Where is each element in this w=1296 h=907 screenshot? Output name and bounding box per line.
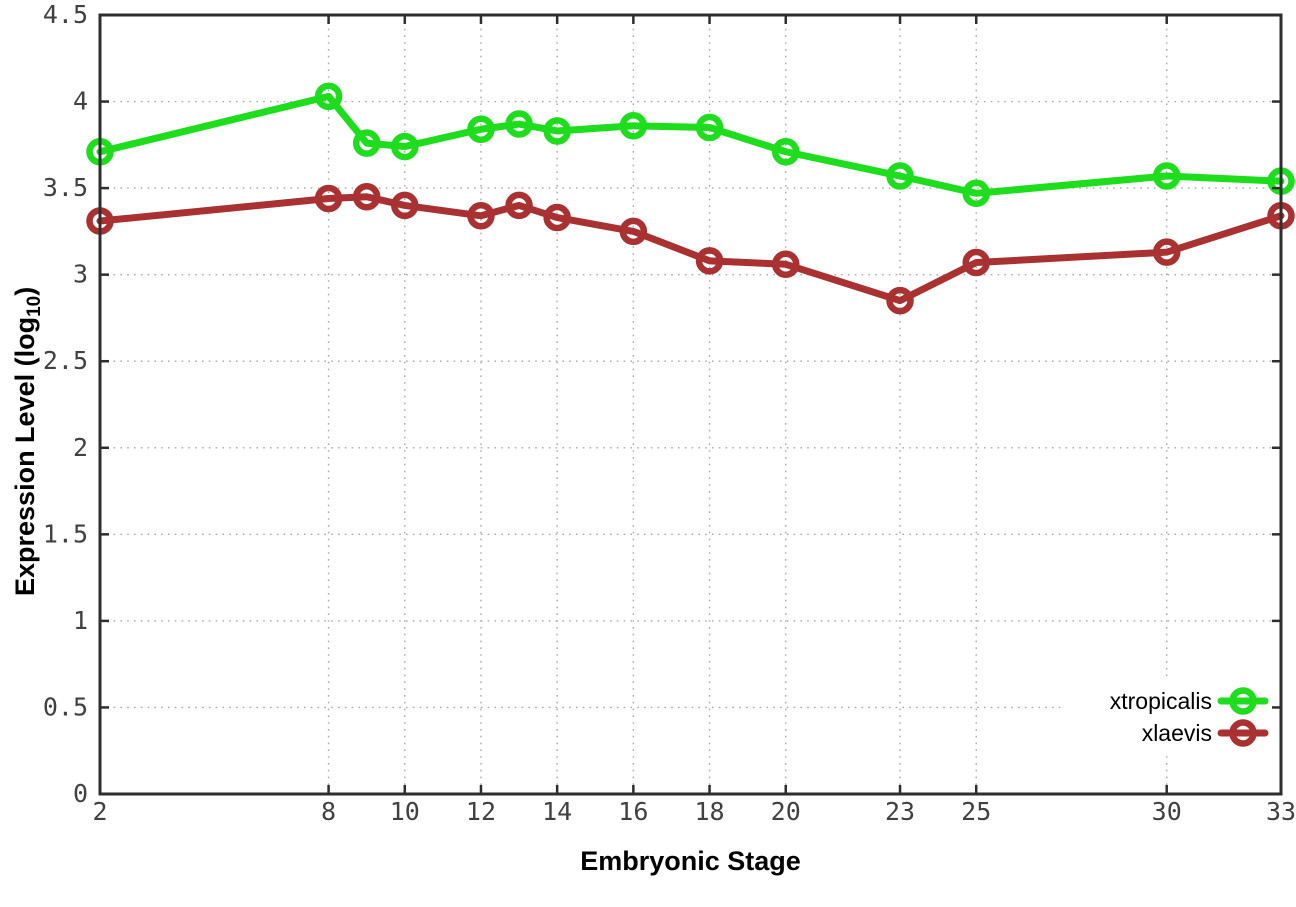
data-point-xtropicalis: [886, 162, 914, 190]
plot-border: [98, 13, 1283, 796]
x-tick-label: 14: [542, 797, 572, 826]
x-tick-label: 33: [1266, 797, 1296, 826]
legend-marker-xtropicalis: [1229, 687, 1257, 715]
y-tick-label: 1.5: [43, 519, 88, 548]
data-point-xtropicalis: [962, 179, 990, 208]
legend-marker-xlaevis: [1229, 719, 1257, 747]
data-point-xtropicalis: [619, 112, 648, 140]
y-axis-title-end: ): [10, 286, 40, 296]
y-axis-title: Expression Level (log10): [10, 287, 46, 596]
data-point-xlaevis: [352, 183, 381, 211]
data-point-xlaevis: [1152, 238, 1181, 266]
data-point-xlaevis: [771, 250, 800, 279]
y-tick-label: 1: [73, 606, 88, 635]
data-point-xtropicalis: [467, 115, 495, 144]
data-point-xlaevis: [886, 286, 914, 315]
y-tick-label: 2.5: [43, 346, 88, 375]
x-tick-label: 25: [961, 797, 991, 826]
x-tick-label: 30: [1152, 797, 1182, 826]
data-point-xtropicalis: [1152, 162, 1181, 190]
x-tick-label: 8: [321, 797, 336, 826]
data-point-xtropicalis: [391, 132, 419, 161]
x-axis-title: Embryonic Stage: [580, 846, 801, 876]
data-point-xlaevis: [391, 191, 419, 220]
data-point-xlaevis: [543, 203, 571, 232]
data-point-xlaevis: [962, 248, 990, 277]
x-tick-label: 20: [771, 797, 801, 826]
data-point-xtropicalis: [352, 129, 381, 157]
x-tick-label: 10: [390, 797, 420, 826]
data-point-xtropicalis: [771, 138, 800, 166]
data-point-xtropicalis: [695, 113, 724, 142]
legend-label-xtropicalis: xtropicalis: [1110, 688, 1212, 714]
data-point-xtropicalis: [314, 82, 343, 111]
data-point-xlaevis: [467, 202, 495, 230]
x-tick-label: 2: [92, 797, 107, 826]
y-tick-label: 4: [73, 87, 88, 116]
x-tick-label: 16: [618, 797, 648, 826]
data-point-xlaevis: [314, 184, 343, 213]
y-tick-label: 4.5: [43, 0, 88, 29]
y-axis-title-main: Expression Level (log: [10, 316, 40, 596]
data-point-xtropicalis: [505, 110, 533, 138]
x-tick-label: 12: [466, 797, 496, 826]
y-axis-title-subscript: 10: [24, 295, 45, 317]
y-tick-label: 3.5: [43, 173, 88, 202]
data-point-xlaevis: [695, 247, 724, 275]
legend-label-xlaevis: xlaevis: [1142, 720, 1212, 746]
y-tick-label: 0.5: [43, 692, 88, 721]
x-tick-label: 23: [885, 797, 915, 826]
y-tick-label: 0: [73, 779, 88, 808]
data-point-xlaevis: [505, 191, 533, 220]
series-line-xlaevis: [96, 193, 1285, 305]
data-point-xlaevis: [619, 217, 648, 246]
y-tick-label: 3: [73, 260, 88, 289]
y-tick-label: 2: [73, 433, 88, 462]
series-line-xtropicalis: [96, 92, 1285, 197]
x-tick-label: 18: [694, 797, 724, 826]
data-point-xtropicalis: [543, 117, 571, 145]
